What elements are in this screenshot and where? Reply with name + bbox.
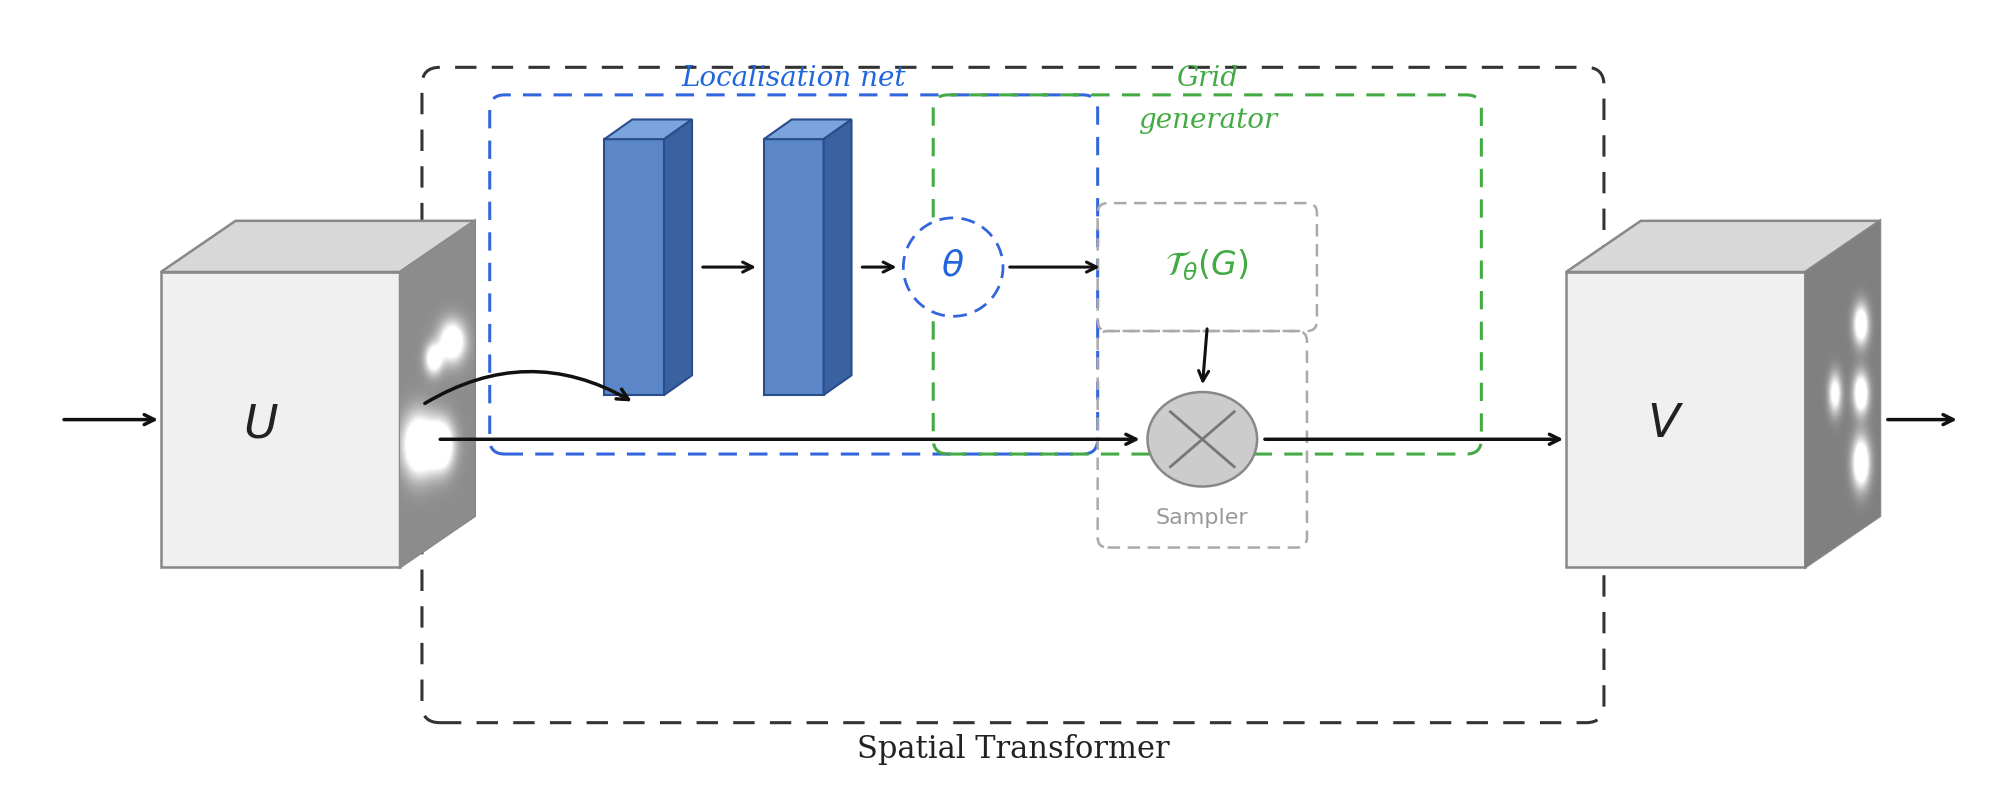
Polygon shape: [764, 119, 852, 139]
Polygon shape: [399, 221, 475, 567]
Text: Grid: Grid: [1176, 65, 1238, 92]
Text: generator: generator: [1138, 107, 1277, 134]
Polygon shape: [605, 119, 693, 139]
FancyArrowPatch shape: [425, 371, 629, 404]
Polygon shape: [824, 119, 852, 395]
Text: $\mathit{U}$: $\mathit{U}$: [244, 402, 277, 447]
Polygon shape: [1804, 221, 1880, 567]
Polygon shape: [605, 139, 665, 395]
Text: $\mathit{V}$: $\mathit{V}$: [1647, 402, 1685, 447]
Polygon shape: [1567, 221, 1880, 272]
Polygon shape: [162, 272, 399, 567]
Text: $\theta$: $\theta$: [942, 248, 964, 282]
Text: Spatial Transformer: Spatial Transformer: [856, 735, 1170, 766]
Text: Localisation net: Localisation net: [681, 65, 906, 92]
Text: $\mathcal{T}_\theta(G)$: $\mathcal{T}_\theta(G)$: [1166, 247, 1249, 283]
Text: Sampler: Sampler: [1156, 508, 1249, 529]
Polygon shape: [665, 119, 693, 395]
Polygon shape: [162, 221, 475, 272]
Ellipse shape: [1148, 392, 1257, 487]
Circle shape: [904, 218, 1002, 316]
Polygon shape: [1567, 272, 1804, 567]
Polygon shape: [764, 139, 824, 395]
